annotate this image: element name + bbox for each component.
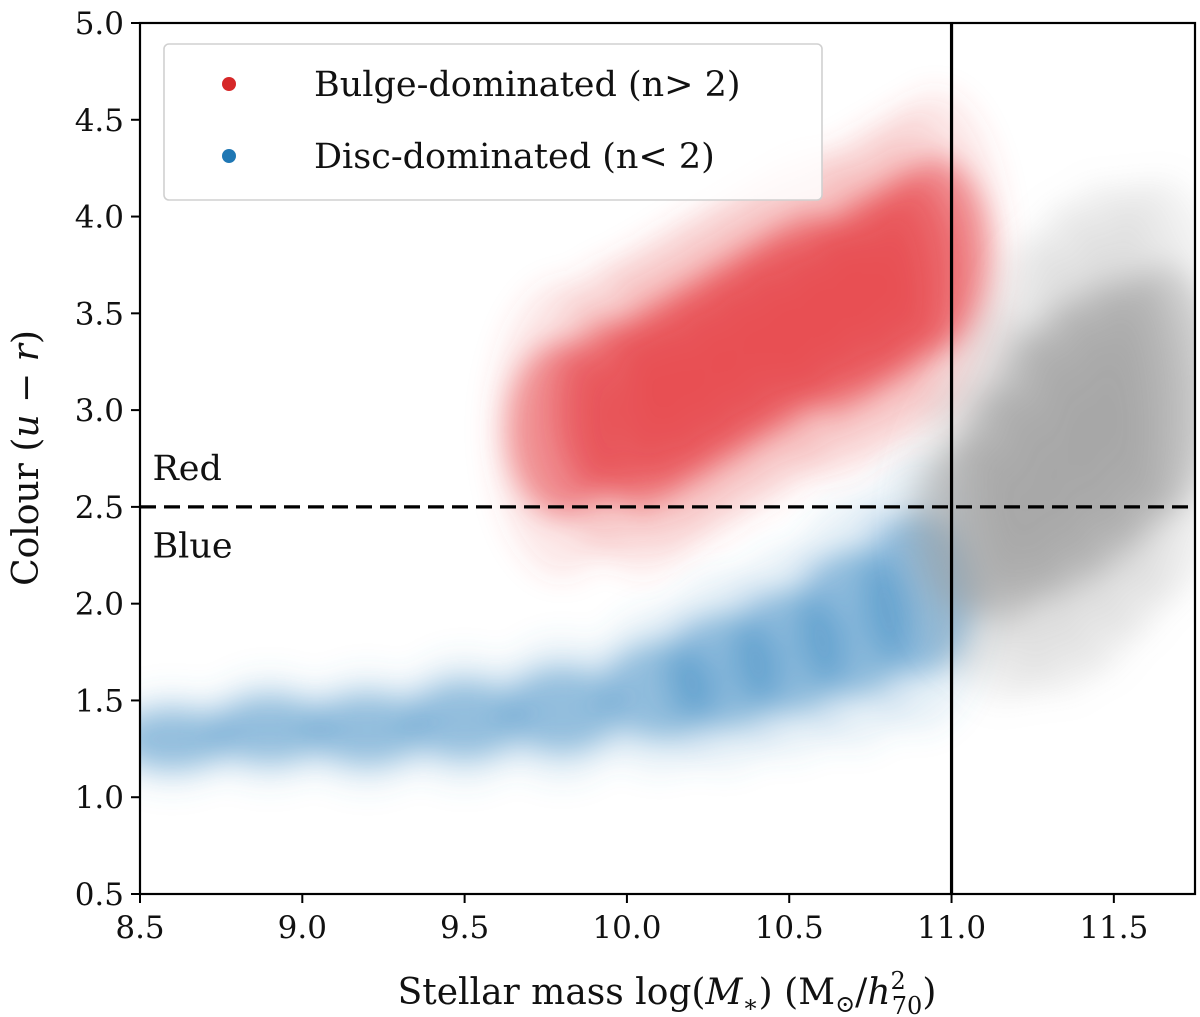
legend-marker-disc [222, 149, 236, 163]
x-tick-label: 9.0 [278, 910, 327, 946]
series-bulge [492, 90, 1006, 578]
y-tick-label: 3.0 [75, 393, 124, 429]
scatter-density-layer [140, 90, 1195, 789]
plot-frame [138, 21, 1197, 896]
x-axis: 8.5 9.0 9.5 10.0 10.5 11.0 11.5 [115, 894, 1148, 946]
y-tick-label: 2.5 [75, 490, 124, 526]
density-point [880, 158, 991, 353]
x-tick-label: 8.5 [115, 910, 164, 946]
y-tick-label: 0.5 [75, 877, 124, 913]
x-tick-label: 10.0 [592, 910, 661, 946]
series-excluded [897, 176, 1195, 705]
x-tick-label: 11.0 [917, 910, 986, 946]
annotation-blue: Blue [152, 527, 232, 567]
annotation-red: Red [152, 449, 221, 489]
legend-box [163, 43, 823, 201]
density-point [409, 681, 520, 759]
reference-lines [140, 23, 1195, 894]
y-tick-label: 1.5 [75, 683, 124, 719]
y-tick-label: 5.0 [75, 6, 124, 42]
x-tick-label: 11.5 [1079, 910, 1148, 946]
legend-marker-bulge [222, 77, 236, 91]
legend: Bulge-dominated (n> 2) Disc-dominated (n… [163, 43, 823, 201]
y-tick-label: 3.5 [75, 296, 124, 332]
y-axis-label: Colour (u − r) [6, 330, 47, 586]
x-axis-label: Stellar mass log(M∗) (M⊙/h2 70) [398, 967, 937, 1017]
y-axis: 0.5 1.0 1.5 2.0 2.5 3.0 3.5 4.0 4.5 5.0 [75, 6, 140, 913]
density-point [312, 694, 423, 765]
density-point [1107, 264, 1195, 517]
x-tick-label: 9.5 [440, 910, 489, 946]
y-tick-label: 4.5 [75, 103, 124, 139]
y-tick-label: 1.0 [75, 780, 124, 816]
y-tick-label: 2.0 [75, 587, 124, 623]
y-tick-label: 4.0 [75, 200, 124, 236]
density-point [214, 696, 325, 763]
x-tick-label: 10.5 [755, 910, 824, 946]
legend-label-disc: Disc-dominated (n< 2) [314, 137, 715, 177]
legend-label-bulge: Bulge-dominated (n> 2) [314, 65, 741, 105]
